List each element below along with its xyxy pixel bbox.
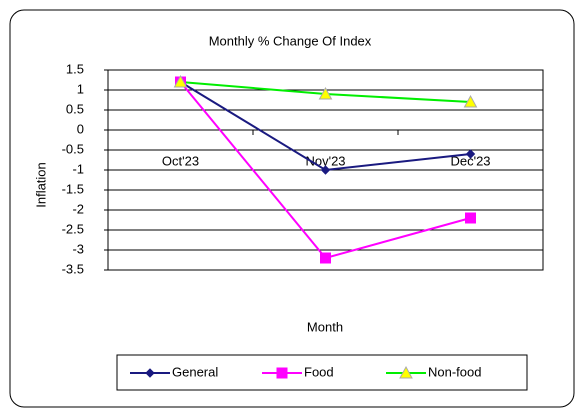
- y-tick-label: 0.5: [66, 101, 84, 116]
- y-tick-label: -1: [72, 161, 84, 176]
- legend-label: Food: [304, 364, 334, 379]
- marker: [318, 86, 333, 100]
- y-axis-label: Inflation: [33, 162, 48, 208]
- marker: [145, 368, 155, 378]
- legend-label: General: [172, 364, 218, 379]
- y-tick-label: 1: [77, 81, 84, 96]
- marker: [320, 165, 331, 175]
- y-tick-label: -2: [72, 201, 84, 216]
- y-tick-label: 1.5: [66, 61, 84, 76]
- y-tick-label: -2.5: [62, 221, 84, 236]
- x-tick-label: Dec'23: [450, 153, 490, 168]
- legend-box: [116, 354, 528, 391]
- y-tick-label: -1.5: [62, 181, 84, 196]
- marker: [465, 149, 476, 159]
- marker: [463, 94, 478, 108]
- marker: [173, 74, 188, 88]
- x-tick-label: Oct'23: [162, 153, 199, 168]
- y-tick-label: -3: [72, 241, 84, 256]
- marker: [276, 367, 288, 379]
- marker: [320, 252, 331, 264]
- marker: [465, 212, 476, 224]
- marker: [399, 365, 413, 379]
- chart-title: Monthly % Change Of Index: [209, 33, 372, 48]
- legend-label: Non-food: [428, 364, 481, 379]
- y-tick-label: 0: [77, 121, 84, 136]
- x-axis-label: Month: [307, 319, 343, 334]
- y-tick-label: -0.5: [62, 141, 84, 156]
- y-tick-label: -3.5: [62, 261, 84, 276]
